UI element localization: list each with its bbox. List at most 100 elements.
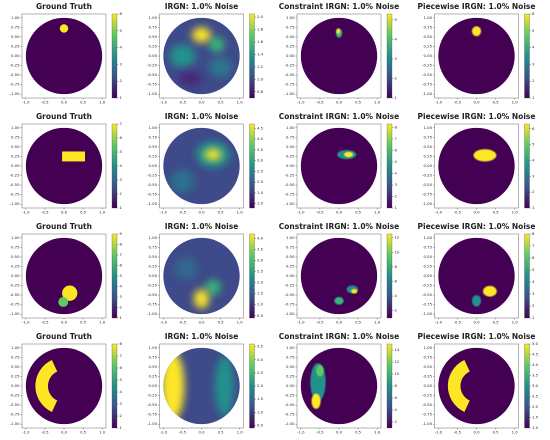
colorbar-tick-label: 1 [120, 205, 123, 210]
colorbar-tick-label: 4 [120, 163, 123, 168]
colorbar-tick-label: 6 [532, 126, 535, 131]
x-tick-label: -1.0 [22, 430, 30, 435]
y-tick-label: 0.75 [11, 24, 20, 29]
colorbar-tick-label: 3 [395, 56, 398, 61]
y-tick-label: 0.75 [149, 354, 158, 359]
panel: Constraint IRGN: 1.0% Noise -1.00 -0.75 -0.… [279, 112, 399, 215]
colorbar-tick-label: 7 [120, 252, 123, 257]
y-tick-label: -0.25 [285, 283, 295, 288]
disk [163, 237, 240, 315]
colorbar-tick-label: 3 [532, 61, 535, 66]
panel-title: Ground Truth [36, 112, 92, 121]
field [58, 285, 78, 307]
region [471, 26, 482, 37]
panel-title: Piecewise IRGN: 1.0% Noise [418, 332, 536, 341]
colorbar-tick-label: 3.0 [257, 258, 264, 263]
x-tick-label: 0.5 [355, 100, 362, 105]
x-tick-label: 1.0 [99, 430, 106, 435]
x-tick-label: -0.5 [179, 320, 187, 325]
x-tick-label: 1.0 [99, 100, 106, 105]
x-tick-label: 1.0 [512, 430, 519, 435]
y-tick-label: 1.00 [424, 235, 433, 240]
y-tick-label: -0.50 [147, 182, 157, 187]
panel-title: Piecewise IRGN: 1.0% Noise [418, 222, 536, 231]
y-tick-label: 0.50 [149, 254, 158, 259]
y-tick-label: 1.00 [11, 235, 20, 240]
panel: Ground Truth -1.00 -0.75 -0.50 -0.25 0.00 0.25… [10, 112, 123, 215]
region [59, 24, 69, 33]
field [471, 26, 482, 37]
y-tick-label: 0.25 [11, 373, 20, 378]
y-tick-label: 1.00 [424, 15, 433, 20]
colorbar-tick-label: 6 [120, 135, 123, 140]
region [214, 355, 234, 417]
panel: Ground Truth -1.00 -0.75 -0.50 -0.25 0.00 0.25… [10, 332, 123, 435]
y-tick-label: 0.50 [286, 34, 295, 39]
colorbar-tick-label: 3.0 [532, 383, 539, 388]
region [482, 285, 497, 297]
x-tick-label: -0.5 [454, 100, 462, 105]
y-tick-label: -0.50 [285, 72, 295, 77]
colorbar [249, 123, 255, 209]
x-tick-label: -1.0 [160, 320, 168, 325]
colorbar-tick-label: 2.0 [257, 383, 264, 388]
colorbar-tick-label: 2.0 [532, 404, 539, 409]
y-tick-label: -0.75 [147, 192, 157, 197]
panel-title: IRGN: 1.0% Noise [165, 222, 239, 231]
colorbar-tick-label: 3 [120, 61, 123, 66]
field [471, 285, 497, 307]
y-tick-label: 1.00 [286, 125, 295, 130]
disk [438, 17, 515, 95]
y-tick-label: 0.25 [286, 263, 295, 268]
y-tick-label: 0.00 [11, 53, 20, 58]
y-tick-label: -0.50 [285, 182, 295, 187]
panel-title: Ground Truth [36, 332, 92, 341]
y-tick-label: -0.50 [147, 402, 157, 407]
y-tick-label: -0.25 [147, 63, 157, 68]
x-tick-label: -1.0 [22, 210, 30, 215]
region [62, 151, 85, 162]
disk [438, 127, 515, 205]
y-tick-label: 0.50 [11, 364, 20, 369]
panel: Piecewise IRGN: 1.0% Noise -1.00 -0.75 -0.5… [418, 222, 536, 325]
y-tick-label: -0.25 [147, 393, 157, 398]
y-tick-label: 1.00 [11, 15, 20, 20]
y-tick-label: -0.50 [147, 72, 157, 77]
colorbar [386, 343, 393, 429]
x-tick-label: 0.0 [61, 100, 68, 105]
y-tick-label: 1.00 [149, 15, 158, 20]
colorbar-tick-label: 1.8 [257, 27, 264, 32]
x-tick-label: -1.0 [435, 210, 443, 215]
colorbar-tick-label: 1.5 [257, 396, 264, 401]
x-tick-label: -1.0 [297, 320, 305, 325]
colorbar-tick-label: 5.0 [532, 341, 539, 346]
x-tick-label: -1.0 [22, 320, 30, 325]
colorbar-tick-label: 4 [532, 279, 535, 284]
y-tick-label: 0.50 [424, 144, 433, 149]
disk [25, 127, 103, 205]
x-tick-label: -1.0 [435, 100, 443, 105]
y-tick-label: -0.75 [147, 412, 157, 417]
colorbar [386, 233, 393, 319]
colorbar-tick-label: 12 [395, 359, 400, 364]
colorbar [249, 343, 255, 429]
panel-title: Piecewise IRGN: 1.0% Noise [418, 112, 536, 121]
x-tick-label: 0.5 [218, 320, 225, 325]
x-tick-label: -1.0 [297, 210, 305, 215]
y-tick-label: 0.25 [424, 153, 433, 158]
colorbar-tick-label: 2 [532, 189, 535, 194]
y-tick-label: 0.00 [11, 273, 20, 278]
colorbar [524, 233, 530, 319]
colorbar-tick-label: 8 [395, 264, 398, 269]
colorbar-tick-label: 0.5 [257, 422, 264, 427]
colorbar-tick-label: 8 [532, 231, 535, 236]
colorbar-tick-label: 1 [532, 315, 535, 320]
y-tick-label: 0.50 [149, 144, 158, 149]
colorbar-tick-label: 2 [120, 191, 123, 196]
colorbar-tick-label: 4 [395, 407, 398, 412]
region [174, 256, 198, 280]
colorbar-tick-label: 14 [395, 347, 400, 352]
y-tick-label: -0.25 [10, 283, 20, 288]
colorbar-tick-label: 2 [395, 419, 398, 424]
disk [163, 127, 240, 205]
